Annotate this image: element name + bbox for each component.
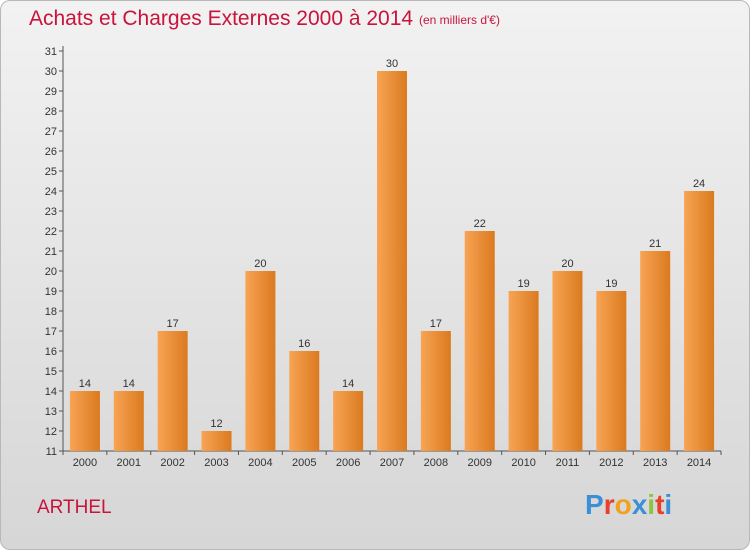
bar-2008 xyxy=(420,331,451,451)
y-tick-label: 28 xyxy=(45,106,57,118)
bar-2010 xyxy=(508,291,539,451)
data-label-2014: 24 xyxy=(693,178,705,190)
y-tick-label: 12 xyxy=(45,426,57,438)
logo-letter: x xyxy=(631,489,648,520)
x-tick-label-2005: 2005 xyxy=(292,457,316,469)
x-tick-label-2000: 2000 xyxy=(73,457,97,469)
data-label-2005: 16 xyxy=(298,338,310,350)
x-tick-label-2009: 2009 xyxy=(467,457,491,469)
commune-name: ARTHEL xyxy=(37,497,112,518)
chart-title: Achats et Charges Externes 2000 à 2014 xyxy=(29,7,414,30)
y-tick-label: 16 xyxy=(45,346,57,358)
x-tick-label-2012: 2012 xyxy=(599,457,623,469)
x-tick-label-2001: 2001 xyxy=(117,457,141,469)
y-tick-label: 21 xyxy=(45,246,57,258)
data-label-2012: 19 xyxy=(605,278,617,290)
data-label-2007: 30 xyxy=(386,58,398,70)
logo-letter: t xyxy=(655,489,665,520)
y-tick-label: 18 xyxy=(45,306,57,318)
x-tick-label-2007: 2007 xyxy=(380,457,404,469)
y-tick-label: 11 xyxy=(46,446,57,458)
bar-2005 xyxy=(289,351,320,451)
y-tick-label: 24 xyxy=(45,186,57,198)
x-tick-label-2003: 2003 xyxy=(204,457,228,469)
bar-2006 xyxy=(333,391,364,451)
x-tick-label-2006: 2006 xyxy=(336,457,360,469)
bar-2009 xyxy=(464,231,495,451)
data-label-2010: 19 xyxy=(517,278,529,290)
data-label-2009: 22 xyxy=(474,218,486,230)
bar-2007 xyxy=(377,71,407,451)
bar-2012 xyxy=(596,291,627,451)
bar-2011 xyxy=(552,271,583,451)
y-tick-label: 31 xyxy=(45,46,57,58)
x-axis: 2000 2001 2002 2003 2004 2005 2006 2007 2008 2009… xyxy=(62,450,722,469)
x-tick-label-2008: 2008 xyxy=(424,457,448,469)
data-label-2008: 17 xyxy=(430,318,442,330)
bar-2002 xyxy=(157,331,188,451)
proxiti-logo[interactable]: Proxiti xyxy=(585,489,672,521)
y-tick-label: 19 xyxy=(45,286,57,298)
bar-2003 xyxy=(201,431,232,451)
y-tick-label: 17 xyxy=(45,326,57,338)
y-tick-label: 27 xyxy=(45,126,57,138)
chart-subtitle: (en milliers d'€) xyxy=(419,13,500,27)
y-tick-label: 30 xyxy=(45,66,57,78)
data-label-2013: 21 xyxy=(649,238,661,250)
bar-2014 xyxy=(684,191,715,451)
y-tick-label: 29 xyxy=(45,86,57,98)
y-tick-label: 25 xyxy=(45,166,57,178)
x-tick-label-2011: 2011 xyxy=(556,457,580,469)
data-label-2001: 14 xyxy=(123,378,135,390)
data-label-2003: 12 xyxy=(210,418,222,430)
data-label-2004: 20 xyxy=(254,258,266,270)
x-tick-label-2004: 2004 xyxy=(248,457,272,469)
logo-letter: i xyxy=(664,489,673,520)
y-tick-label: 23 xyxy=(45,206,57,218)
logo-letter: i xyxy=(647,489,656,520)
y-tick-label: 26 xyxy=(45,146,57,158)
data-label-2002: 17 xyxy=(167,318,179,330)
data-label-2011: 20 xyxy=(561,258,573,270)
y-tick-label: 20 xyxy=(45,266,57,278)
bars-group: 14 14 17 12 20 16 14 30 17 22 19 20 19 21 24 xyxy=(69,58,715,451)
y-tick-label: 13 xyxy=(45,406,57,418)
bar-2013 xyxy=(640,251,671,451)
x-tick-label-2002: 2002 xyxy=(160,457,184,469)
logo-letter: P xyxy=(585,489,604,520)
data-label-2006: 14 xyxy=(342,378,354,390)
y-tick-label: 15 xyxy=(45,366,57,378)
logo-letter: r xyxy=(603,489,615,520)
x-tick-label-2014: 2014 xyxy=(687,457,711,469)
bar-2001 xyxy=(113,391,144,451)
y-tick-label: 22 xyxy=(45,226,57,238)
x-tick-label-2013: 2013 xyxy=(643,457,667,469)
y-axis: 11 12 13 14 15 16 17 18 19 20 21 22 23 24 25 26 27 28 29 30… xyxy=(45,46,64,458)
y-tick-label: 14 xyxy=(45,386,57,398)
data-label-2000: 14 xyxy=(79,378,91,390)
bar-2004 xyxy=(245,271,276,451)
bar-2000 xyxy=(69,391,100,451)
logo-letter: o xyxy=(614,489,632,520)
x-tick-label-2010: 2010 xyxy=(511,457,535,469)
